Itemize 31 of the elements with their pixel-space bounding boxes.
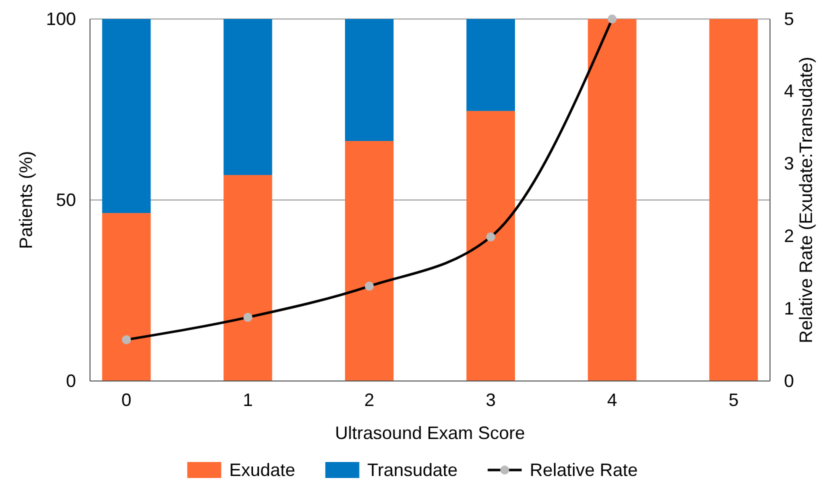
legend-label: Transudate — [367, 460, 458, 480]
x-tick-label: 4 — [607, 390, 618, 410]
bar — [224, 19, 272, 176]
y2-tick-label: 2 — [784, 226, 794, 246]
y2-axis-title: Relative Rate (Exudate:Transudate) — [796, 56, 816, 344]
bar — [345, 140, 394, 381]
y-tick-label: 0 — [66, 370, 76, 391]
legend-label: Exudate — [229, 460, 296, 480]
legend-label: Relative Rate — [530, 460, 638, 480]
bar — [588, 19, 636, 381]
x-tick-label: 3 — [486, 390, 496, 410]
bar — [466, 19, 515, 111]
x-tick-label: 0 — [121, 390, 132, 410]
y-tick-label: 50 — [56, 190, 76, 210]
bar — [466, 110, 515, 381]
x-tick-label: 5 — [728, 390, 739, 410]
x-tick-label: 2 — [364, 390, 374, 410]
y2-tick-label: 3 — [784, 154, 794, 174]
y2-tick-label: 4 — [784, 81, 794, 102]
bar — [102, 19, 151, 214]
x-axis-title: Ultrasound Exam Score — [334, 423, 526, 443]
y2-tick-label: 0 — [784, 370, 794, 391]
y-tick-label: 100 — [46, 8, 76, 29]
y2-tick-label: 1 — [784, 298, 794, 318]
bar — [709, 19, 758, 381]
bar — [102, 213, 151, 381]
x-tick-label: 1 — [242, 390, 253, 410]
bar — [224, 175, 272, 381]
y-axis-title: Patients (%) — [16, 150, 36, 250]
bar — [345, 19, 394, 141]
y2-tick-label: 5 — [784, 8, 794, 29]
